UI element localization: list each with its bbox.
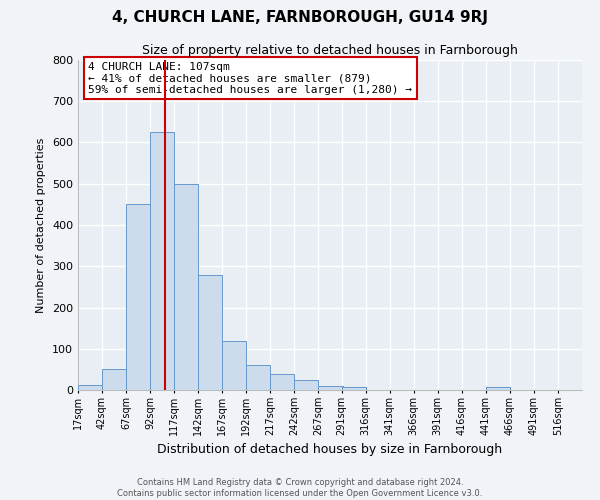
Bar <box>150 132 174 390</box>
Bar <box>102 370 126 390</box>
Bar <box>126 204 150 390</box>
Bar <box>319 386 343 390</box>
X-axis label: Distribution of detached houses by size in Farnborough: Distribution of detached houses by size … <box>157 444 503 456</box>
Bar <box>247 365 271 390</box>
Bar <box>222 342 247 390</box>
Text: 4, CHURCH LANE, FARNBOROUGH, GU14 9RJ: 4, CHURCH LANE, FARNBOROUGH, GU14 9RJ <box>112 10 488 25</box>
Bar <box>174 184 198 390</box>
Text: 4 CHURCH LANE: 107sqm
← 41% of detached houses are smaller (879)
59% of semi-det: 4 CHURCH LANE: 107sqm ← 41% of detached … <box>88 62 412 95</box>
Bar <box>198 274 222 390</box>
Bar <box>341 387 365 390</box>
Bar <box>271 374 295 390</box>
Title: Size of property relative to detached houses in Farnborough: Size of property relative to detached ho… <box>142 44 518 58</box>
Y-axis label: Number of detached properties: Number of detached properties <box>37 138 46 312</box>
Bar <box>295 380 319 390</box>
Text: Contains HM Land Registry data © Crown copyright and database right 2024.
Contai: Contains HM Land Registry data © Crown c… <box>118 478 482 498</box>
Bar <box>486 387 510 390</box>
Bar <box>78 385 102 390</box>
